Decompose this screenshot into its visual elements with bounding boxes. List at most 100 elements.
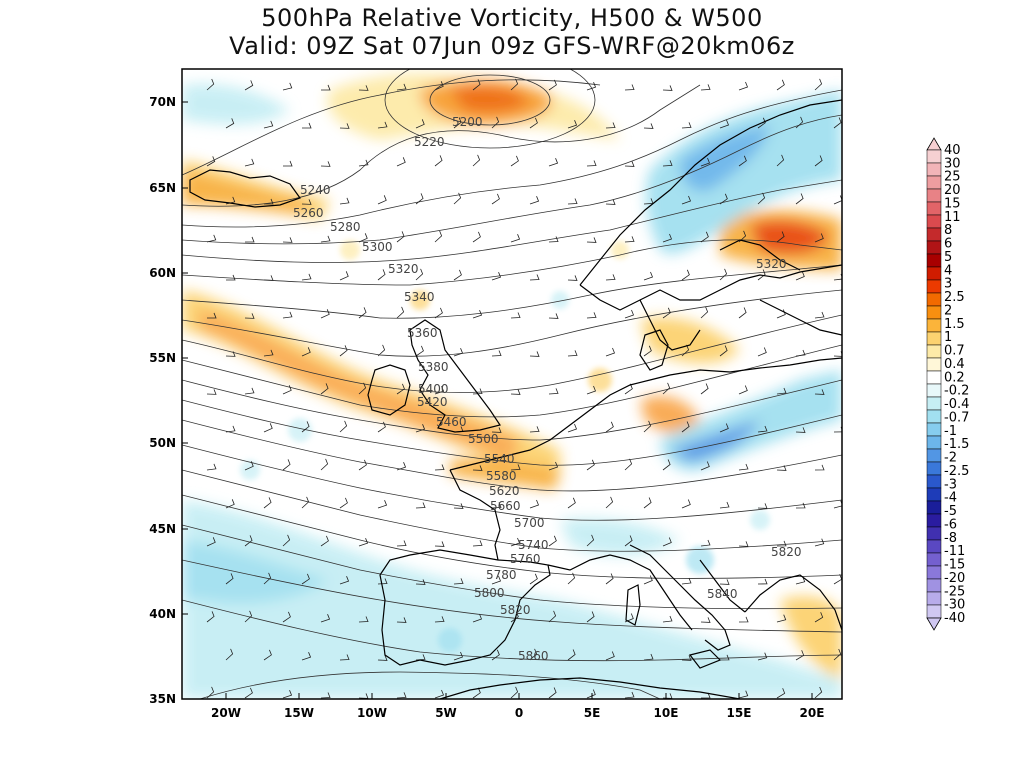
- colorbar-swatch: [926, 435, 942, 450]
- wind-barb: [472, 613, 483, 623]
- lon-tick-label: 15W: [284, 706, 314, 720]
- wind-barb: [624, 84, 635, 91]
- wind-barb: [738, 463, 749, 471]
- wind-barb: [510, 312, 521, 319]
- colorbar-swatch: [926, 422, 942, 437]
- wind-barb: [681, 577, 692, 585]
- wind-barb: [586, 82, 597, 91]
- wind-barb: [244, 461, 254, 471]
- wind-barb: [567, 275, 578, 281]
- wind-barb: [757, 347, 767, 357]
- contour-label: 5280: [330, 220, 361, 234]
- colorbar-swatch: [926, 500, 942, 515]
- wind-barb: [776, 387, 787, 395]
- wind-barb: [396, 692, 407, 699]
- wind-barb: [510, 155, 519, 167]
- wind-barb: [738, 385, 748, 395]
- wind-barb: [681, 421, 690, 433]
- wind-barb: [282, 459, 291, 471]
- wind-barb: [757, 503, 768, 509]
- wind-barb: [795, 193, 804, 205]
- wind-barb: [472, 310, 483, 319]
- wind-barb: [662, 307, 671, 319]
- wind-barb: [472, 540, 483, 547]
- lon-tick-label: 15E: [727, 706, 752, 720]
- wind-barb: [510, 389, 521, 395]
- wind-barb: [339, 271, 349, 281]
- wind-barb: [225, 648, 234, 661]
- wind-barb: [776, 465, 787, 471]
- colorbar-swatch: [926, 409, 942, 424]
- wind-barb: [206, 234, 217, 243]
- wind-barb: [225, 274, 236, 281]
- wind-barb: [225, 573, 234, 585]
- wind-barb: [244, 313, 255, 319]
- wind-barb: [225, 118, 235, 129]
- wind-barb: [795, 650, 805, 661]
- wind-barb: [472, 231, 481, 243]
- wind-barb: [510, 537, 521, 547]
- wind-barb: [757, 192, 766, 205]
- wind-barb: [377, 195, 387, 205]
- colorbar-label: 2.5: [944, 290, 965, 305]
- wind-barb: [814, 464, 825, 471]
- lon-tick-label: 5W: [435, 706, 457, 720]
- wind-barb: [377, 421, 386, 433]
- wind-barb: [301, 347, 311, 357]
- wind-barb: [244, 158, 255, 167]
- colorbar-swatch: [926, 513, 942, 528]
- wind-barb: [434, 464, 445, 471]
- wind-barb: [339, 497, 348, 509]
- wind-barb: [434, 155, 443, 167]
- colorbar-swatch: [926, 305, 942, 320]
- colorbar-swatch: [926, 149, 942, 164]
- wind-barb: [415, 502, 426, 509]
- wind-barb: [700, 461, 710, 471]
- colorbar-swatch: [926, 539, 942, 554]
- wind-barb: [339, 576, 350, 585]
- wind-barb: [206, 389, 217, 395]
- wind-barb: [586, 237, 597, 243]
- contour-label: 5400: [418, 382, 449, 396]
- contour-label: 5460: [436, 415, 467, 429]
- contour-label: 5420: [417, 395, 448, 409]
- lon-tick-label: 0: [515, 706, 523, 720]
- wind-barb: [700, 692, 711, 699]
- wind-barb: [377, 121, 388, 129]
- wind-barb: [206, 156, 216, 167]
- wind-barb: [529, 117, 538, 129]
- wind-barb: [776, 688, 786, 699]
- wind-barb: [643, 123, 654, 129]
- wind-barb: [415, 345, 424, 357]
- wind-barb: [434, 81, 444, 91]
- wind-barb: [700, 539, 711, 547]
- wind-barb: [624, 458, 633, 471]
- wind-barb: [700, 306, 709, 319]
- wind-barb: [529, 274, 540, 281]
- wind-barb: [491, 575, 502, 585]
- wind-barb: [795, 576, 806, 585]
- colorbar-label: -2.5: [944, 464, 969, 479]
- wind-barb: [776, 79, 785, 91]
- contour-label: 5200: [452, 115, 483, 129]
- wind-barb: [662, 382, 671, 395]
- contour-label: 5300: [362, 240, 393, 254]
- colorbar-label: 5: [944, 250, 952, 265]
- contour-label: 5380: [418, 360, 449, 374]
- contour-label: 5800: [474, 586, 505, 600]
- colorbar-swatch: [926, 383, 942, 398]
- wind-barb: [244, 535, 253, 547]
- contour-label: 5760: [510, 552, 541, 566]
- wind-barb: [282, 690, 293, 699]
- wind-barb: [434, 230, 443, 243]
- wind-barb: [605, 122, 616, 129]
- lon-tick-label: 10E: [654, 706, 679, 720]
- wind-barb: [814, 612, 824, 623]
- wind-barb: [225, 499, 235, 509]
- wind-barb: [358, 307, 367, 319]
- wind-barb: [643, 575, 653, 585]
- wind-barb: [814, 78, 823, 91]
- wind-barb: [776, 614, 787, 623]
- contour-labels: 5200 5220 5240 5260 5280 5300 5320 5340 …: [293, 115, 802, 663]
- wind-barb: [263, 649, 272, 661]
